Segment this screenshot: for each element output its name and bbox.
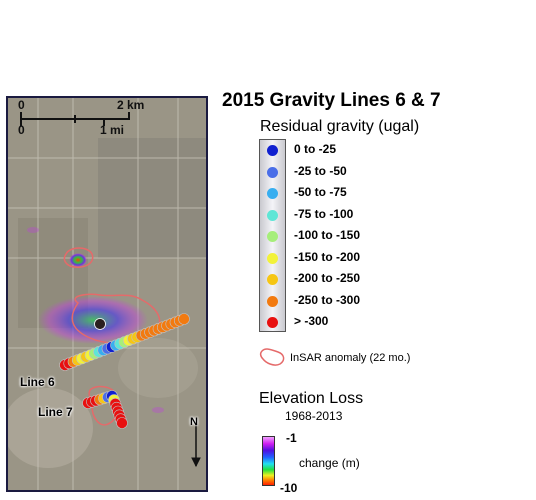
map-panel: 0 2 km 0 1 mi Line 6 Line 7 N <box>6 96 208 492</box>
legend-class-label: -75 to -100 <box>294 206 354 221</box>
legend-class-label: -100 to -150 <box>294 228 361 242</box>
line-6-label: Line 6 <box>20 375 55 389</box>
legend-dot <box>267 231 278 242</box>
subsidence-speckle <box>27 227 39 233</box>
elevation-mid-label: change (m) <box>299 456 360 470</box>
north-label: N <box>190 416 198 428</box>
legend-class-label: -200 to -250 <box>294 271 361 285</box>
scale-bar <box>20 112 130 126</box>
insar-outline <box>63 247 94 268</box>
scale-km-start: 0 <box>18 98 25 112</box>
legend-dot <box>267 188 278 199</box>
scale-mi-end: 1 mi <box>100 123 125 137</box>
north-arrow <box>191 423 201 468</box>
sinkhole-marker <box>94 318 106 330</box>
light-patch <box>8 388 93 468</box>
page-title: 2015 Gravity Lines 6 & 7 <box>222 90 441 111</box>
light-patch <box>118 338 198 398</box>
legend-dot <box>267 145 278 156</box>
scale-km-end: 2 km <box>117 98 145 112</box>
legend-class-label: > -300 <box>294 314 329 328</box>
legend-dot <box>267 209 278 221</box>
map-canvas <box>8 98 206 490</box>
subsidence-anomaly-main <box>38 296 148 344</box>
legend-class-label: 0 to -25 <box>294 142 337 156</box>
elevation-legend-subtitle: 1968-2013 <box>285 409 343 423</box>
line-7-label: Line 7 <box>38 405 73 419</box>
legend-class-label: -50 to -75 <box>294 185 347 199</box>
legend-dot <box>267 274 278 285</box>
legend-class-label: -250 to -300 <box>294 292 361 307</box>
elevation-min-label: -10 <box>280 481 298 495</box>
elevation-legend-title: Elevation Loss <box>259 390 364 407</box>
subsidence-anomaly-small <box>69 253 87 267</box>
legend-dot <box>267 166 278 178</box>
legend-swatch-panel <box>259 139 286 332</box>
legend-class-label: -150 to -200 <box>294 249 361 264</box>
urban-area <box>98 138 206 258</box>
gravity-station-point <box>116 417 128 429</box>
gravity-station-point <box>178 313 190 325</box>
legend-dot <box>267 252 278 264</box>
insar-outline-icon <box>259 348 285 366</box>
line-7-stations <box>82 390 128 429</box>
elevation-color-ramp <box>262 436 275 486</box>
legend-dot <box>267 317 278 328</box>
insar-outline <box>71 293 161 344</box>
legend-class-label: -25 to -50 <box>294 163 347 178</box>
elevation-max-label: -1 <box>286 431 297 445</box>
subsidence-speckle <box>152 407 164 413</box>
legend-dot <box>267 295 278 307</box>
insar-legend-label: InSAR anomaly (22 mo.) <box>290 352 411 364</box>
line-6-stations <box>59 313 190 371</box>
scale-mi-start: 0 <box>18 123 25 137</box>
legend-title: Residual gravity (ugal) <box>260 118 420 135</box>
